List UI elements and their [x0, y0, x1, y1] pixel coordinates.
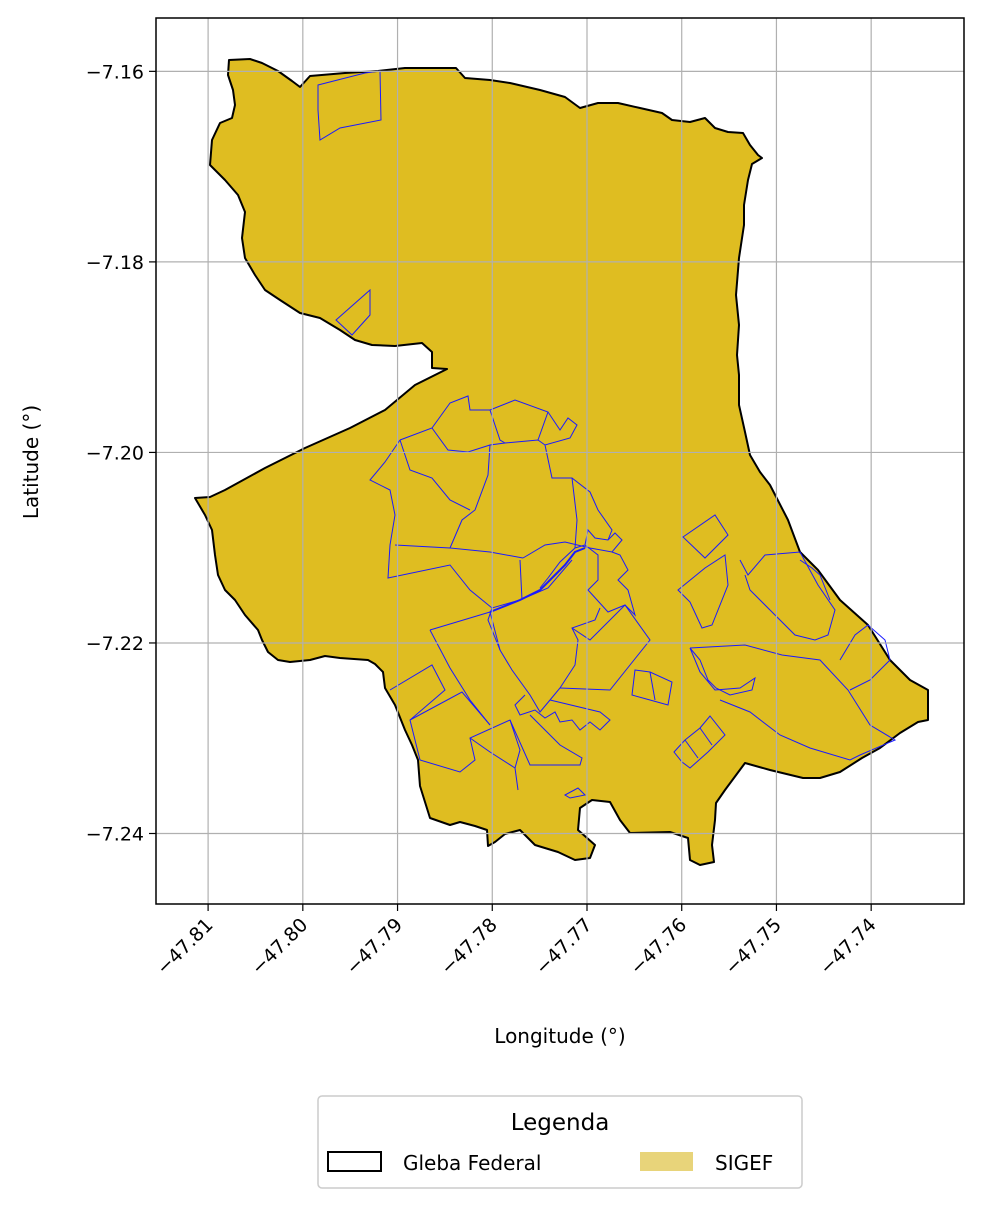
gleba-federal-polygon	[194, 58, 929, 866]
legend-title: Legenda	[511, 1110, 610, 1136]
grid-lines	[156, 18, 964, 904]
y-tick-label: −7.20	[86, 442, 144, 464]
legend: Legenda Gleba Federal SIGEF	[317, 1095, 803, 1189]
y-tick-label: −7.24	[86, 824, 144, 846]
y-tick-label: −7.18	[86, 252, 144, 274]
legend-label-sigef: SIGEF	[715, 1151, 773, 1175]
legend-swatch-sigef	[640, 1152, 693, 1171]
legend-swatch-gleba	[327, 1151, 382, 1172]
legend-label-gleba: Gleba Federal	[403, 1151, 541, 1175]
axes-frame	[155, 17, 965, 905]
y-axis-label: Latitude (°)	[19, 405, 43, 519]
sigef-parcels	[317, 70, 897, 799]
y-tick-label: −7.22	[86, 633, 144, 655]
x-axis-label: Longitude (°)	[494, 1024, 625, 1048]
y-tick-label: −7.16	[86, 61, 144, 83]
sigef-river-line	[489, 547, 586, 613]
